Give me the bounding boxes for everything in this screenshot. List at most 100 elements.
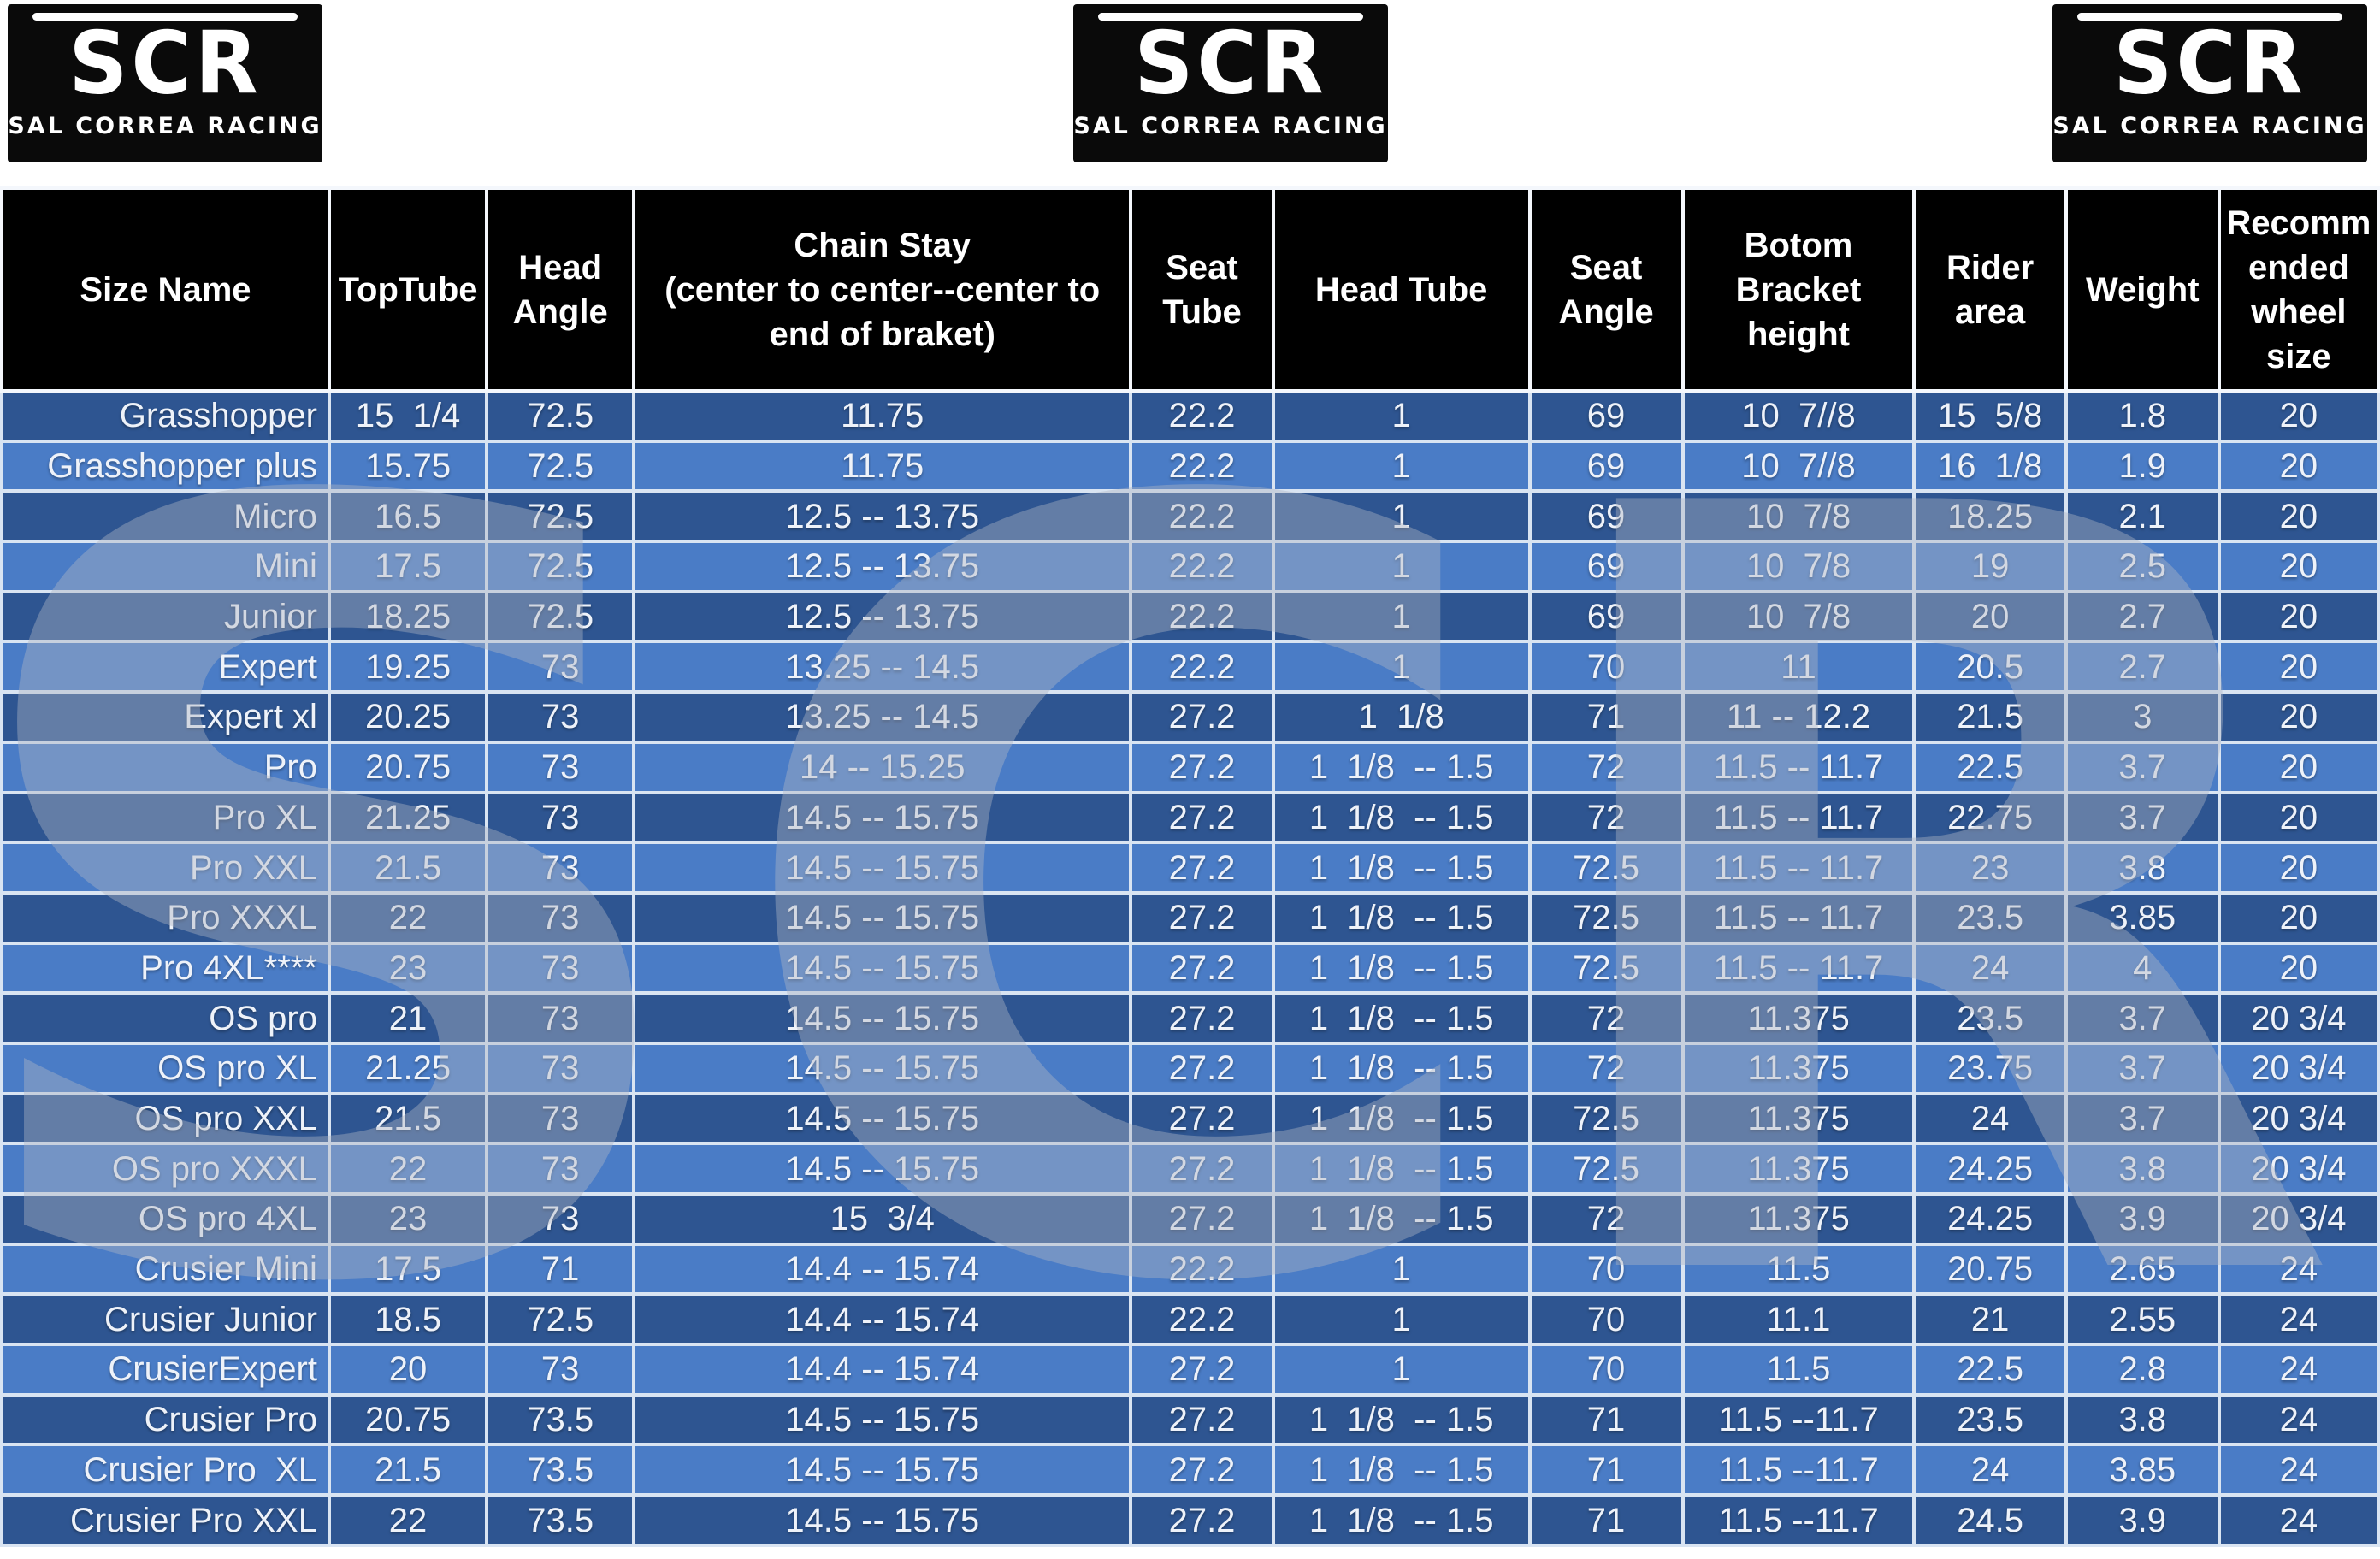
value-cell: 14.5 -- 15.75 bbox=[632, 1443, 1133, 1497]
value-cell: 70 bbox=[1527, 1292, 1685, 1347]
value-cell: 73 bbox=[485, 1192, 636, 1246]
value-cell: 20 3/4 bbox=[2217, 991, 2380, 1045]
value-cell: 3.9 bbox=[2064, 1493, 2221, 1547]
value-cell: 1 bbox=[1271, 640, 1532, 694]
value-cell: 20.5 bbox=[1912, 640, 2068, 694]
table-row: Pro XL 21.25 73 14.5 -- 15.75 27.2 1 1/8 -- 1… bbox=[0, 790, 2380, 845]
value-cell: 22 bbox=[327, 890, 489, 945]
value-cell: 21.5 bbox=[327, 1091, 489, 1146]
value-cell: 2.5 bbox=[2064, 540, 2221, 593]
column-header: Rider area bbox=[1912, 186, 2068, 393]
value-cell: 20.75 bbox=[327, 1392, 489, 1447]
column-header: Size Name bbox=[0, 186, 331, 393]
value-cell: 10 7//8 bbox=[1680, 439, 1916, 493]
value-cell: 72.5 bbox=[1527, 890, 1685, 945]
value-cell: 72 bbox=[1527, 1192, 1685, 1246]
value-cell: 2.55 bbox=[2064, 1292, 2221, 1347]
value-cell: 3.85 bbox=[2064, 890, 2221, 945]
value-cell: 20 bbox=[2217, 941, 2380, 995]
value-cell: 3.8 bbox=[2064, 841, 2221, 895]
value-cell: 70 bbox=[1527, 640, 1685, 694]
value-cell: 24 bbox=[2217, 1292, 2380, 1347]
value-cell: 71 bbox=[1527, 1443, 1685, 1497]
table-row: Pro 4XL**** 23 73 14.5 -- 15.75 27.2 1 1/8 --… bbox=[0, 941, 2380, 995]
value-cell: 20 bbox=[2217, 740, 2380, 794]
column-header: Seat Angle bbox=[1527, 186, 1685, 393]
value-cell: 27.2 bbox=[1129, 1392, 1275, 1447]
value-cell: 1 bbox=[1271, 540, 1532, 593]
value-cell: 73 bbox=[485, 991, 636, 1045]
value-cell: 14.5 -- 15.75 bbox=[632, 991, 1133, 1045]
table-row: Pro XXL 21.5 73 14.5 -- 15.75 27.2 1 1/8 -- 1… bbox=[0, 841, 2380, 895]
table-row: OS pro XXXL 22 73 14.5 -- 15.75 27.2 1 1/8 --… bbox=[0, 1142, 2380, 1196]
value-cell: 73 bbox=[485, 640, 636, 694]
value-cell: 72.5 bbox=[485, 389, 636, 443]
value-cell: 1 1/8 -- 1.5 bbox=[1271, 1443, 1532, 1497]
table-row: Crusier Mini 17.5 71 14.4 -- 15.74 22.2 1 70 11… bbox=[0, 1242, 2380, 1296]
value-cell: 3.7 bbox=[2064, 790, 2221, 845]
value-cell: 20 bbox=[1912, 589, 2068, 644]
value-cell: 1 bbox=[1271, 1343, 1532, 1397]
value-cell: 11.5 --11.7 bbox=[1680, 1443, 1916, 1497]
value-cell: 2.7 bbox=[2064, 640, 2221, 694]
column-header: Head Angle bbox=[485, 186, 636, 393]
value-cell: 73 bbox=[485, 841, 636, 895]
value-cell: 11.5 -- 11.7 bbox=[1680, 841, 1916, 895]
size-name-cell: OS pro XXXL bbox=[0, 1142, 331, 1196]
value-cell: 22.2 bbox=[1129, 1242, 1275, 1296]
value-cell: 72.5 bbox=[485, 540, 636, 593]
value-cell: 73 bbox=[485, 941, 636, 995]
value-cell: 27.2 bbox=[1129, 740, 1275, 794]
value-cell: 72 bbox=[1527, 991, 1685, 1045]
value-cell: 1 bbox=[1271, 1292, 1532, 1347]
value-cell: 69 bbox=[1527, 540, 1685, 593]
value-cell: 27.2 bbox=[1129, 941, 1275, 995]
column-header: Chain Stay (center to center--center to … bbox=[632, 186, 1133, 393]
value-cell: 22.2 bbox=[1129, 540, 1275, 593]
value-cell: 20 bbox=[2217, 890, 2380, 945]
scr-logo-right: SCR SAL CORREA RACING bbox=[2052, 4, 2367, 162]
value-cell: 27.2 bbox=[1129, 690, 1275, 744]
value-cell: 72.5 bbox=[485, 1292, 636, 1347]
logo-top-bar bbox=[1098, 13, 1363, 21]
value-cell: 20 3/4 bbox=[2217, 1091, 2380, 1146]
value-cell: 15.75 bbox=[327, 439, 489, 493]
value-cell: 23.75 bbox=[1912, 1041, 2068, 1095]
value-cell: 14.5 -- 15.75 bbox=[632, 890, 1133, 945]
value-cell: 20 bbox=[2217, 841, 2380, 895]
value-cell: 20.75 bbox=[1912, 1242, 2068, 1296]
value-cell: 73 bbox=[485, 1091, 636, 1146]
value-cell: 1 1/8 -- 1.5 bbox=[1271, 841, 1532, 895]
value-cell: 20 bbox=[2217, 439, 2380, 493]
size-name-cell: Pro 4XL**** bbox=[0, 941, 331, 995]
size-name-cell: Expert xl bbox=[0, 690, 331, 744]
value-cell: 27.2 bbox=[1129, 890, 1275, 945]
value-cell: 27.2 bbox=[1129, 1192, 1275, 1246]
table-row: Crusier Pro 20.75 73.5 14.5 -- 15.75 27.2 1 1… bbox=[0, 1392, 2380, 1447]
value-cell: 24 bbox=[1912, 941, 2068, 995]
scr-logo-mark: SCR bbox=[2113, 13, 2306, 114]
value-cell: 20 bbox=[2217, 489, 2380, 544]
value-cell: 2.1 bbox=[2064, 489, 2221, 544]
value-cell: 17.5 bbox=[327, 1242, 489, 1296]
value-cell: 20 bbox=[2217, 589, 2380, 644]
value-cell: 70 bbox=[1527, 1343, 1685, 1397]
value-cell: 1 1/8 -- 1.5 bbox=[1271, 1392, 1532, 1447]
table-body: Grasshopper 15 1/4 72.5 11.75 22.2 1 69 10 7//8… bbox=[0, 389, 2380, 1547]
value-cell: 1.8 bbox=[2064, 389, 2221, 443]
table-row: Pro XXXL 22 73 14.5 -- 15.75 27.2 1 1/8 -- 1.… bbox=[0, 890, 2380, 945]
value-cell: 22.2 bbox=[1129, 589, 1275, 644]
value-cell: 20 bbox=[327, 1343, 489, 1397]
value-cell: 20 bbox=[2217, 790, 2380, 845]
value-cell: 1 1/8 -- 1.5 bbox=[1271, 941, 1532, 995]
value-cell: 20 3/4 bbox=[2217, 1192, 2380, 1246]
header-row: Size Name TopTube Head Angle Chain Stay (ce… bbox=[0, 186, 2380, 393]
scr-logo-mark: SCR bbox=[1134, 13, 1327, 114]
table-row: Mini 17.5 72.5 12.5 -- 13.75 22.2 1 69 10 7/8 19… bbox=[0, 540, 2380, 593]
value-cell: 20.25 bbox=[327, 690, 489, 744]
size-name-cell: Pro XXXL bbox=[0, 890, 331, 945]
size-name-cell: Crusier Junior bbox=[0, 1292, 331, 1347]
value-cell: 20 3/4 bbox=[2217, 1142, 2380, 1196]
logo-top-bar bbox=[2077, 13, 2342, 21]
value-cell: 73 bbox=[485, 1041, 636, 1095]
